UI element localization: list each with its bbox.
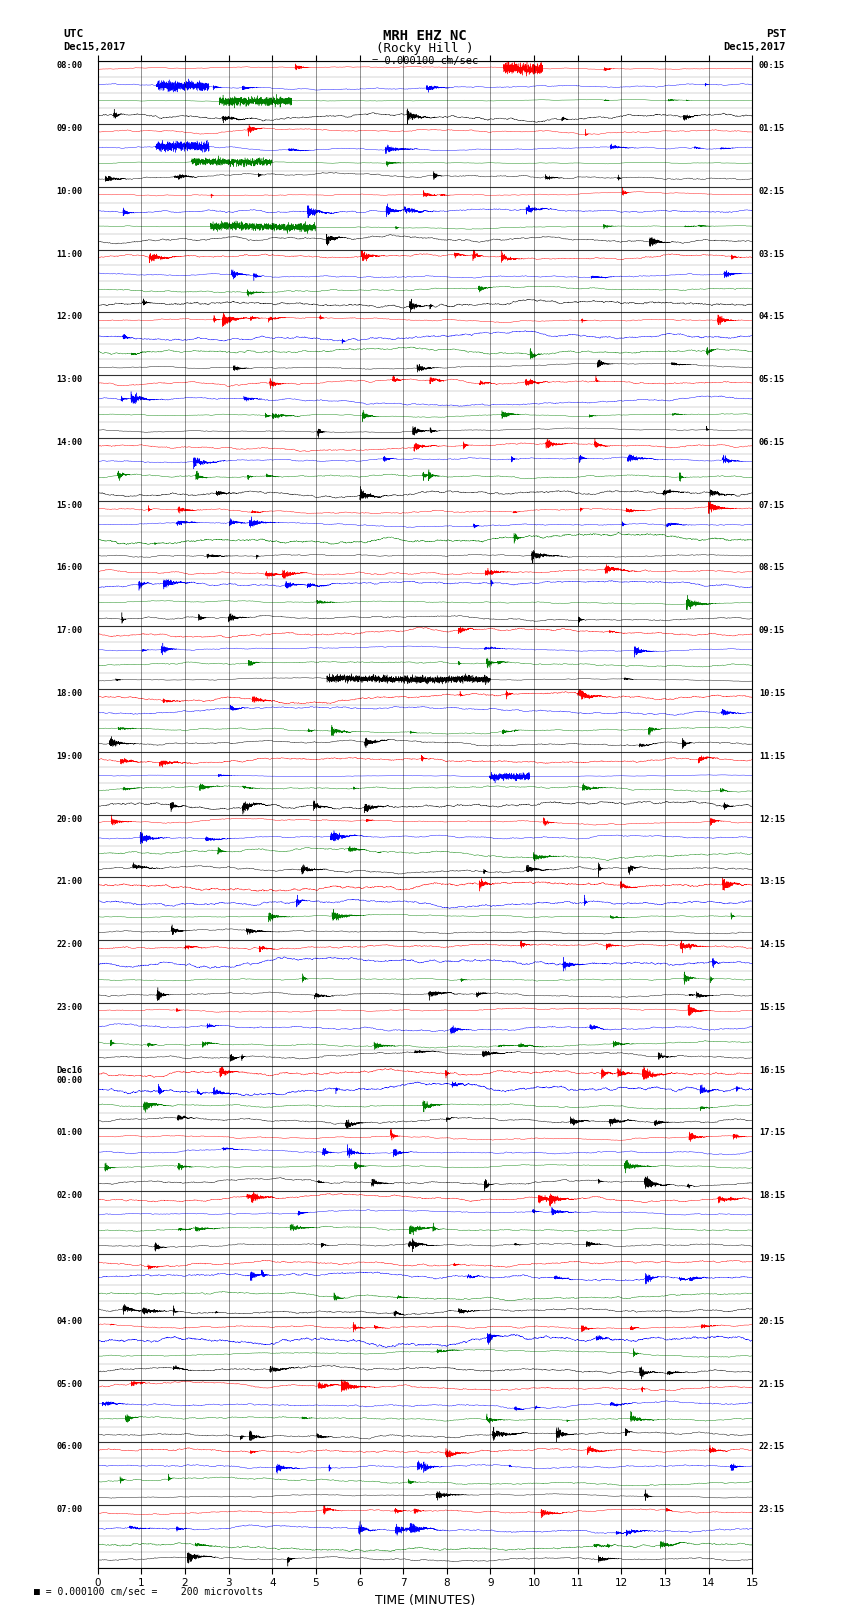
- Text: UTC: UTC: [64, 29, 84, 39]
- Text: 15:00: 15:00: [56, 500, 82, 510]
- Text: 00:15: 00:15: [759, 61, 785, 71]
- Text: Dec15,2017: Dec15,2017: [723, 42, 786, 52]
- Text: 12:15: 12:15: [759, 815, 785, 824]
- Text: 06:15: 06:15: [759, 439, 785, 447]
- Text: (Rocky Hill ): (Rocky Hill ): [377, 42, 473, 55]
- Text: 08:15: 08:15: [759, 563, 785, 573]
- Text: 02:00: 02:00: [56, 1192, 82, 1200]
- Text: 17:15: 17:15: [759, 1129, 785, 1137]
- Text: 16:15: 16:15: [759, 1066, 785, 1074]
- Text: 10:15: 10:15: [759, 689, 785, 698]
- Text: Dec16
00:00: Dec16 00:00: [56, 1066, 82, 1086]
- Text: PST: PST: [766, 29, 786, 39]
- Text: 06:00: 06:00: [56, 1442, 82, 1452]
- Text: 11:00: 11:00: [56, 250, 82, 258]
- Text: 15:15: 15:15: [759, 1003, 785, 1011]
- Text: 01:00: 01:00: [56, 1129, 82, 1137]
- Text: 04:15: 04:15: [759, 313, 785, 321]
- Text: 23:15: 23:15: [759, 1505, 785, 1515]
- Text: 19:15: 19:15: [759, 1253, 785, 1263]
- Text: 20:15: 20:15: [759, 1316, 785, 1326]
- Text: 09:15: 09:15: [759, 626, 785, 636]
- Text: 08:00: 08:00: [56, 61, 82, 71]
- Text: MRH EHZ NC: MRH EHZ NC: [383, 29, 467, 44]
- Text: 01:15: 01:15: [759, 124, 785, 132]
- Text: 07:00: 07:00: [56, 1505, 82, 1515]
- Text: 05:00: 05:00: [56, 1379, 82, 1389]
- Text: 05:15: 05:15: [759, 376, 785, 384]
- Text: 21:15: 21:15: [759, 1379, 785, 1389]
- Text: 10:00: 10:00: [56, 187, 82, 195]
- Text: ■ = 0.000100 cm/sec =    200 microvolts: ■ = 0.000100 cm/sec = 200 microvolts: [34, 1587, 264, 1597]
- Text: 14:00: 14:00: [56, 439, 82, 447]
- Text: 02:15: 02:15: [759, 187, 785, 195]
- Text: 14:15: 14:15: [759, 940, 785, 948]
- X-axis label: TIME (MINUTES): TIME (MINUTES): [375, 1594, 475, 1607]
- Text: 04:00: 04:00: [56, 1316, 82, 1326]
- Text: 18:15: 18:15: [759, 1192, 785, 1200]
- Text: 11:15: 11:15: [759, 752, 785, 761]
- Text: 22:15: 22:15: [759, 1442, 785, 1452]
- Text: 13:15: 13:15: [759, 877, 785, 886]
- Text: 16:00: 16:00: [56, 563, 82, 573]
- Text: 09:00: 09:00: [56, 124, 82, 132]
- Text: 22:00: 22:00: [56, 940, 82, 948]
- Text: 03:00: 03:00: [56, 1253, 82, 1263]
- Text: 19:00: 19:00: [56, 752, 82, 761]
- Text: 23:00: 23:00: [56, 1003, 82, 1011]
- Text: Dec15,2017: Dec15,2017: [64, 42, 127, 52]
- Text: 12:00: 12:00: [56, 313, 82, 321]
- Text: 18:00: 18:00: [56, 689, 82, 698]
- Text: 20:00: 20:00: [56, 815, 82, 824]
- Text: 17:00: 17:00: [56, 626, 82, 636]
- Text: 21:00: 21:00: [56, 877, 82, 886]
- Text: = 0.000100 cm/sec: = 0.000100 cm/sec: [371, 56, 478, 66]
- Text: 07:15: 07:15: [759, 500, 785, 510]
- Text: 03:15: 03:15: [759, 250, 785, 258]
- Text: 13:00: 13:00: [56, 376, 82, 384]
